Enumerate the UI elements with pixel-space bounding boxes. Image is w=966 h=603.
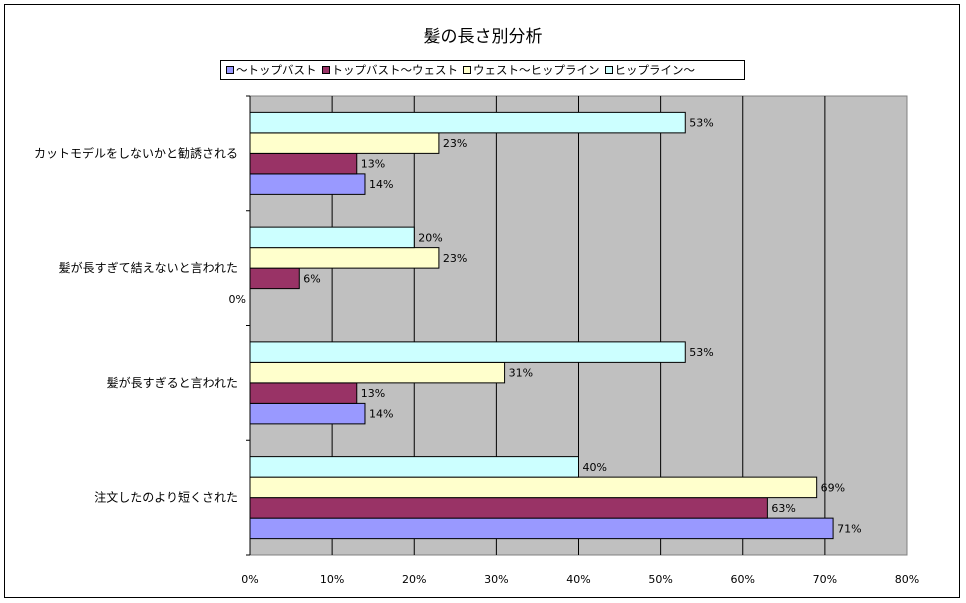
x-tick-label: 10% [320, 573, 344, 586]
legend-label: トップバスト〜ウェスト [331, 63, 459, 77]
bar [249, 361, 506, 384]
legend-swatch [321, 66, 330, 74]
data-label: 53% [689, 346, 713, 359]
legend-item: トップバスト〜ウェスト [321, 62, 459, 78]
category-label: 髪が長すぎて結えないと言われた [59, 260, 238, 275]
bar [249, 476, 818, 499]
legend: 〜トップバスト トップバスト〜ウェスト ウェスト〜ヒップライン ヒップライン〜 [220, 60, 745, 80]
data-label: 71% [837, 522, 861, 535]
legend-label: ウェスト〜ヒップライン [473, 63, 600, 77]
bar [249, 111, 686, 134]
x-tick-label: 0% [241, 573, 258, 586]
bar [249, 341, 686, 363]
bar [249, 173, 366, 195]
legend-swatch [604, 66, 613, 74]
data-label: 20% [418, 231, 442, 244]
data-label: 31% [509, 367, 533, 380]
data-label: 13% [361, 387, 385, 400]
category-label: 髪が長すぎると言われた [107, 375, 238, 390]
bar [249, 382, 358, 404]
x-tick-label: 20% [402, 573, 426, 586]
legend-label: ヒップライン〜 [614, 63, 696, 77]
bar [249, 247, 440, 269]
x-tick-label: 30% [484, 573, 508, 586]
data-label: 13% [361, 158, 385, 171]
bar [249, 132, 440, 154]
bar [249, 517, 834, 540]
data-label: 14% [369, 408, 393, 421]
bar [249, 456, 579, 478]
chart-title: 髪の長さ別分析 [423, 27, 543, 47]
x-tick-label: 50% [648, 573, 672, 586]
data-label: 40% [583, 461, 607, 474]
data-label: 63% [771, 502, 795, 515]
data-label: 53% [689, 117, 713, 130]
data-label: 23% [443, 137, 467, 150]
legend-item: 〜トップバスト [226, 62, 317, 78]
data-label: 14% [369, 178, 393, 191]
data-label: 69% [821, 481, 845, 494]
data-label: 0% [229, 293, 246, 306]
bar [249, 152, 358, 175]
legend-label: 〜トップバスト [236, 63, 317, 77]
bar [249, 267, 300, 290]
bar [249, 226, 415, 249]
bar [249, 497, 768, 519]
x-tick-label: 70% [813, 573, 837, 586]
data-label: 6% [303, 272, 320, 285]
legend-item: ウェスト〜ヒップライン [463, 62, 600, 78]
data-label: 23% [443, 252, 467, 265]
legend-swatch [463, 66, 471, 74]
category-label: カットモデルをしないかと勧誘される [34, 145, 238, 160]
legend-swatch [226, 66, 234, 74]
category-label: 注文したのより短くされた [94, 490, 238, 505]
legend-item: ヒップライン〜 [604, 62, 696, 78]
x-tick-label: 80% [895, 573, 919, 586]
x-tick-label: 40% [566, 573, 590, 586]
x-tick-label: 60% [731, 573, 755, 586]
bar [249, 402, 366, 425]
